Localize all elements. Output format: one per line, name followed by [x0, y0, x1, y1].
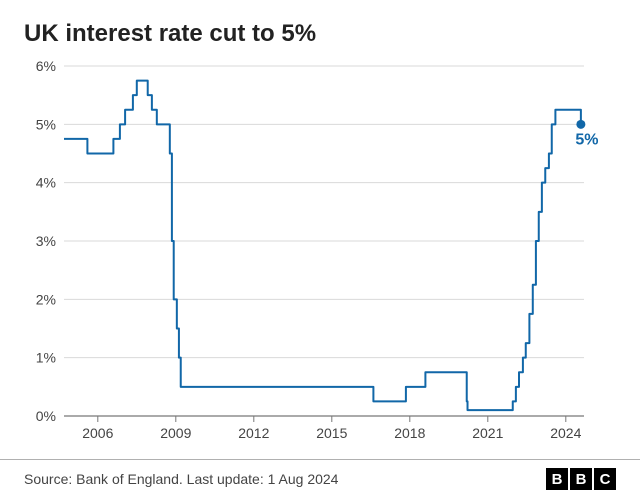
svg-text:3%: 3%: [36, 233, 56, 249]
svg-text:2015: 2015: [316, 425, 347, 441]
svg-text:2%: 2%: [36, 291, 56, 307]
svg-text:5%: 5%: [575, 131, 598, 148]
source-text: Source: Bank of England. Last update: 1 …: [24, 471, 338, 487]
line-chart: 0% 1% 2% 3% 4% 5% 6% 2006 2009 2012 2015 2018 2021 20…: [24, 60, 616, 448]
svg-text:2006: 2006: [82, 425, 113, 441]
svg-text:1%: 1%: [36, 350, 56, 366]
svg-text:5%: 5%: [36, 116, 56, 132]
bbc-block-2: B: [570, 468, 592, 490]
svg-text:4%: 4%: [36, 175, 56, 191]
bbc-logo: B B C: [546, 468, 616, 490]
svg-text:2009: 2009: [160, 425, 191, 441]
svg-text:2024: 2024: [550, 425, 581, 441]
svg-text:2018: 2018: [394, 425, 425, 441]
svg-text:6%: 6%: [36, 60, 56, 74]
bbc-block-3: C: [594, 468, 616, 490]
svg-text:2021: 2021: [472, 425, 503, 441]
footer: Source: Bank of England. Last update: 1 …: [0, 459, 640, 500]
chart-area: 0% 1% 2% 3% 4% 5% 6% 2006 2009 2012 2015 2018 2021 20…: [24, 60, 616, 448]
svg-text:0%: 0%: [36, 408, 56, 424]
bbc-block-1: B: [546, 468, 568, 490]
svg-text:2012: 2012: [238, 425, 269, 441]
chart-title: UK interest rate cut to 5%: [24, 20, 616, 48]
